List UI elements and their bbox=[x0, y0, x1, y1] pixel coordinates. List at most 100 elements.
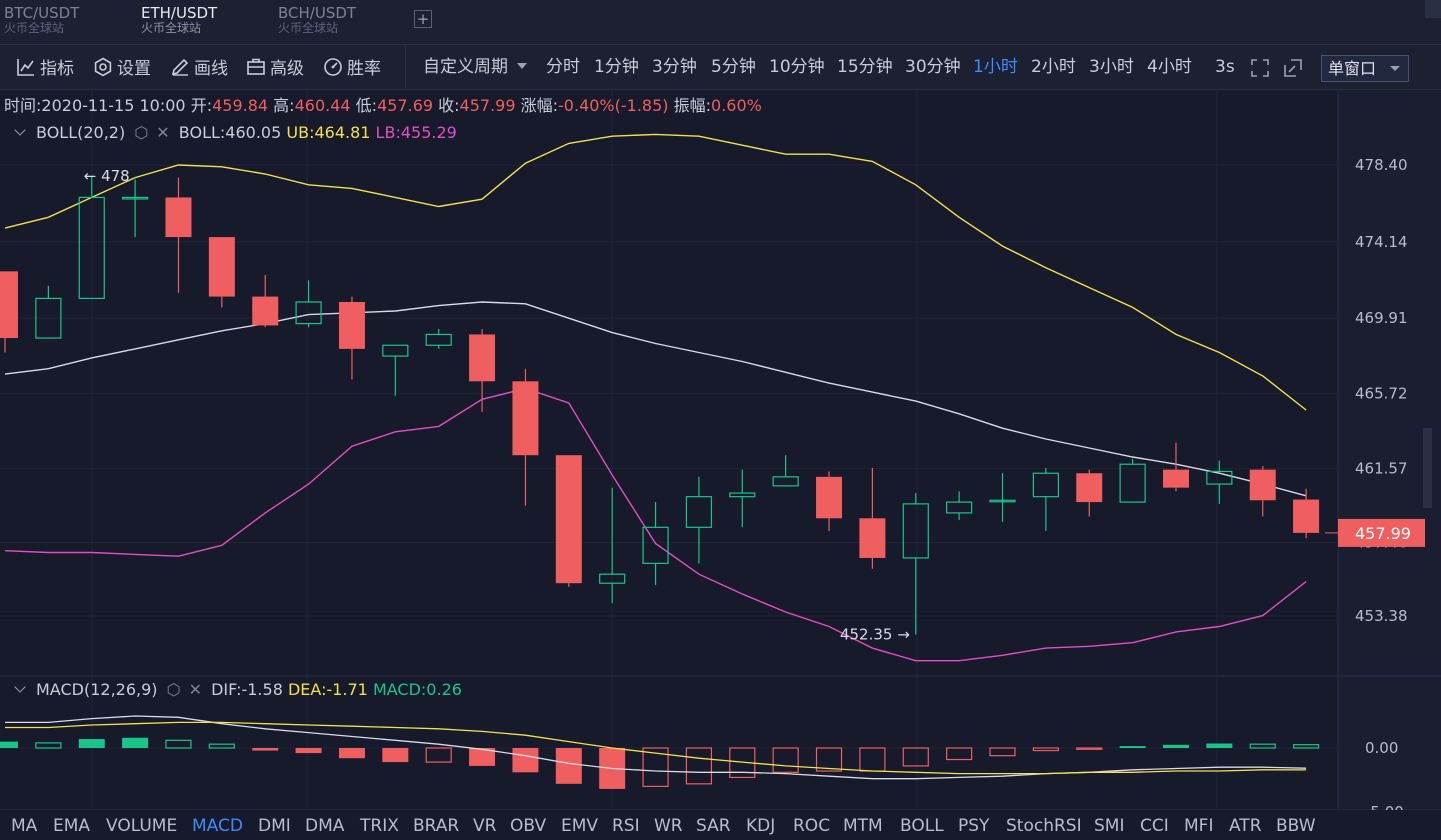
indicator-dma[interactable]: DMA bbox=[305, 816, 345, 836]
candle bbox=[642, 502, 669, 585]
candle-body bbox=[1293, 499, 1320, 533]
plot-background bbox=[0, 90, 1338, 810]
close-icon[interactable]: ✕ bbox=[188, 680, 202, 699]
indicator-emv[interactable]: EMV bbox=[561, 816, 599, 836]
period-30m[interactable]: 30分钟 bbox=[905, 57, 961, 77]
indicator-bbw[interactable]: BBW bbox=[1276, 816, 1316, 836]
indicator-sar[interactable]: SAR bbox=[696, 816, 731, 836]
custom-period-dropdown[interactable]: 自定义周期 bbox=[423, 57, 528, 77]
change-value: -0.40%(-1.85) bbox=[558, 96, 669, 115]
period-3h[interactable]: 3小时 bbox=[1089, 57, 1134, 77]
indicator-brar[interactable]: BRAR bbox=[413, 816, 460, 836]
candle bbox=[816, 471, 843, 531]
macd-value: MACD:0.26 bbox=[372, 680, 462, 699]
collapse-chevron-icon[interactable] bbox=[14, 124, 26, 136]
indicator-volume[interactable]: VOLUME bbox=[106, 816, 178, 836]
time-value: 2020-11-15 10:00 bbox=[41, 96, 186, 115]
price-axis: 478.40474.14469.91465.72461.57457.46453.… bbox=[1325, 156, 1432, 810]
tab-eth-usdt[interactable]: ETH/USDT 火币全球站 bbox=[141, 5, 217, 35]
indicator-obv[interactable]: OBV bbox=[510, 816, 547, 836]
candle bbox=[252, 274, 279, 328]
candle bbox=[1119, 458, 1146, 503]
indicator-chart-icon bbox=[17, 59, 34, 76]
gear-icon[interactable]: ⬡ bbox=[166, 680, 181, 699]
indicator-ema[interactable]: EMA bbox=[53, 816, 91, 836]
indicator-atr[interactable]: ATR bbox=[1229, 816, 1262, 836]
add-tab-button[interactable]: + bbox=[414, 10, 432, 28]
indicators-button[interactable]: 指标 bbox=[16, 57, 74, 79]
macd-bar bbox=[1249, 743, 1276, 749]
candle bbox=[469, 329, 496, 412]
macd-bar bbox=[1162, 744, 1189, 748]
candle-body bbox=[902, 503, 929, 559]
price-tick-label: 474.14 bbox=[1355, 233, 1408, 251]
close-label: 收: bbox=[438, 96, 460, 115]
indicator-boll[interactable]: BOLL bbox=[900, 816, 944, 836]
period-3m[interactable]: 3分钟 bbox=[652, 57, 697, 77]
macd-tick-label: -5.00 bbox=[1365, 803, 1404, 810]
macd-bar bbox=[382, 748, 409, 763]
indicator-dmi[interactable]: DMI bbox=[258, 816, 291, 836]
candle-body bbox=[512, 381, 539, 456]
indicator-stochrsi[interactable]: StochRSI bbox=[1006, 816, 1082, 836]
period-10m[interactable]: 10分钟 bbox=[769, 57, 825, 77]
indicator-mtm[interactable]: MTM bbox=[843, 816, 883, 836]
candle bbox=[1249, 466, 1276, 517]
candle-body bbox=[989, 499, 1016, 503]
candle-body bbox=[772, 476, 799, 487]
indicator-kdj[interactable]: KDJ bbox=[746, 816, 776, 836]
candle-body bbox=[1076, 473, 1103, 503]
time-label: 时间: bbox=[4, 96, 42, 115]
indicator-smi[interactable]: SMI bbox=[1094, 816, 1125, 836]
tab-bch-usdt[interactable]: BCH/USDT 火币全球站 bbox=[278, 5, 356, 35]
period-2h[interactable]: 2小时 bbox=[1031, 57, 1076, 77]
close-icon[interactable]: ✕ bbox=[156, 123, 170, 142]
winrate-button[interactable]: 胜率 bbox=[323, 57, 381, 79]
kline-chart[interactable]: 478.40474.14469.91465.72461.57457.46453.… bbox=[0, 90, 1441, 810]
settings-button[interactable]: 设置 bbox=[93, 57, 151, 79]
period-4h[interactable]: 4小时 bbox=[1147, 57, 1192, 77]
tab-btc-usdt[interactable]: BTC/USDT 火币全球站 bbox=[4, 5, 79, 35]
draw-line-button[interactable]: 画线 bbox=[170, 57, 228, 79]
indicator-macd[interactable]: MACD bbox=[192, 816, 243, 836]
amplitude-label: 振幅: bbox=[673, 96, 712, 115]
indicator-roc[interactable]: ROC bbox=[793, 816, 831, 836]
boll-header: BOLL(20,2) ⬡ ✕ BOLL:460.05 UB:464.81 LB:4… bbox=[14, 123, 457, 143]
indicator-trix[interactable]: TRIX bbox=[360, 816, 399, 836]
candle bbox=[122, 179, 149, 238]
period-timeline[interactable]: 分时 bbox=[546, 57, 580, 77]
macd-tick-label: 0.00 bbox=[1365, 739, 1398, 757]
fullscreen-icon[interactable] bbox=[1250, 58, 1270, 82]
macd-name: MACD(12,26,9) bbox=[36, 680, 158, 699]
collapse-chevron-icon[interactable] bbox=[14, 681, 26, 693]
candle-body bbox=[599, 573, 626, 584]
boll-ub-line bbox=[4, 133, 1307, 411]
tab-scrollbar[interactable] bbox=[1425, 0, 1441, 18]
indicator-ma[interactable]: MA bbox=[11, 816, 38, 836]
boll-lb-line bbox=[4, 387, 1307, 662]
indicator-vr[interactable]: VR bbox=[473, 816, 497, 836]
indicator-wr[interactable]: WR bbox=[654, 816, 683, 836]
gear-icon[interactable]: ⬡ bbox=[134, 123, 149, 142]
indicator-cci[interactable]: CCI bbox=[1140, 816, 1169, 836]
window-mode-select[interactable]: 单窗口 bbox=[1321, 55, 1409, 82]
indicator-mfi[interactable]: MFI bbox=[1184, 816, 1214, 836]
period-15m[interactable]: 15分钟 bbox=[837, 57, 893, 77]
advanced-button[interactable]: 高级 bbox=[246, 57, 304, 79]
period-3s[interactable]: 3s bbox=[1215, 57, 1235, 77]
candle bbox=[382, 344, 409, 396]
period-1h[interactable]: 1小时 bbox=[973, 57, 1018, 77]
macd-bar bbox=[35, 742, 62, 749]
indicator-psy[interactable]: PSY bbox=[958, 816, 990, 836]
macd-bar bbox=[208, 743, 235, 749]
boll-name: BOLL(20,2) bbox=[36, 123, 126, 142]
candle-body bbox=[555, 455, 582, 584]
boll-boll-line bbox=[4, 301, 1307, 497]
period-1m[interactable]: 1分钟 bbox=[594, 57, 639, 77]
dea-line bbox=[5, 721, 1307, 775]
indicator-rsi[interactable]: RSI bbox=[612, 816, 640, 836]
popout-icon[interactable] bbox=[1283, 58, 1303, 82]
macd-bar bbox=[165, 739, 192, 749]
period-5m[interactable]: 5分钟 bbox=[711, 57, 756, 77]
candle-body bbox=[295, 301, 322, 325]
